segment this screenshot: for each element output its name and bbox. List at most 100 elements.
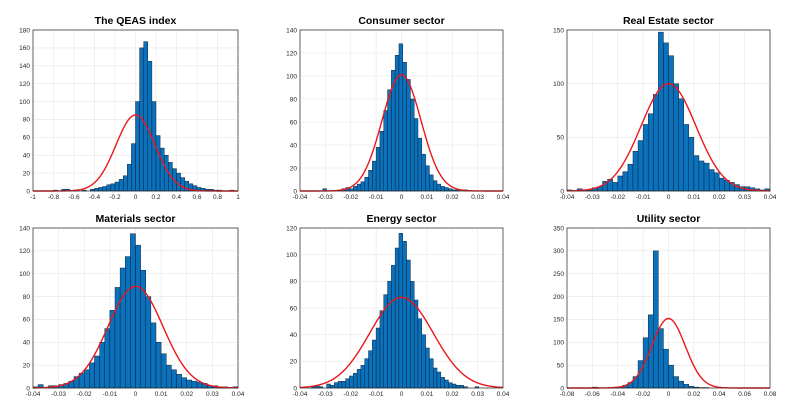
y-tick-label: 100 [19,99,30,106]
x-tick-label: 0.01 [688,194,701,201]
y-tick-label: 200 [553,294,564,301]
histogram-bar [102,186,108,192]
histogram-bar [622,171,629,192]
histogram-bar [436,371,442,389]
histogram-bar [99,342,105,389]
y-tick-label: 0 [293,385,297,392]
y-tick-label: 120 [19,81,30,88]
histogram-bar [326,383,331,389]
histogram-bar [375,147,381,192]
y-tick-label: 20 [23,170,31,177]
histogram-bar [627,163,634,192]
x-tick-label: -0.04 [293,194,308,201]
x-tick-label: -1 [30,194,36,201]
x-tick-label: 0.01 [421,391,434,398]
y-tick-label: 60 [23,135,31,142]
y-tick-label: 100 [19,271,30,278]
x-tick-label: -0.04 [610,391,625,398]
histogram-bar [708,169,715,192]
histogram-bar [375,327,381,389]
histogram-bar [360,365,365,389]
x-tick-label: -0.02 [343,194,358,201]
histogram-bar [429,358,434,389]
y-tick-label: 40 [23,340,31,347]
x-tick-label: -0.03 [51,391,66,398]
panel-materials-sector: -0.04 -0.03 -0.02 -0.01 0 0.01 0.02 0.03 0.04 0 20… [19,213,245,398]
axes-box [299,29,504,192]
histogram-bar [176,374,182,389]
histogram-bar [147,61,153,192]
axes-box [566,29,771,192]
x-tick-label: -0.6 [68,194,80,201]
histogram-bar [678,98,684,192]
histogram-bar [160,353,167,389]
histogram-bar [658,31,664,192]
histogram-bar [444,187,449,192]
histogram-bar [364,176,369,192]
histogram-bar [171,369,177,389]
histogram-bar [180,177,185,192]
x-tick-label: 1 [236,194,240,201]
y-tick-label: 50 [557,362,565,369]
histogram-bar [693,155,700,192]
histogram-bar [110,183,116,192]
y-tick-label: 20 [23,362,31,369]
panel-qeas-index: -1 -0.8 -0.6 -0.4 -0.2 0 0.2 0.4 0.6 0.8 1 0 20 40 60 8… [19,15,240,201]
histogram-bar [155,135,161,192]
panel-real-estate-sector: -0.04 -0.03 -0.02 -0.01 0 0.01 0.02 0.03 0.04 0 50… [553,15,777,201]
histogram-bar [402,61,407,192]
histogram-bar [459,385,464,389]
histogram-bar [413,118,419,192]
y-tick-label: 20 [290,359,298,366]
histogram-bar [94,188,99,192]
histogram-bar [432,367,438,389]
histogram-bar [118,179,124,192]
histogram-bar [713,172,720,192]
histogram-bar [349,375,354,389]
histogram-bar [383,110,388,192]
histogram-bar [98,187,103,192]
histogram-bar [688,137,695,192]
histogram-bar [166,364,172,389]
x-tick-label: -0.8 [48,194,60,201]
y-tick-label: 180 [19,27,30,34]
histogram-bar [89,362,95,389]
histogram-bar [703,162,710,192]
histogram-bar [353,186,358,192]
histogram-bar [668,364,674,389]
histogram-bar [448,188,453,192]
y-tick-label: 0 [26,188,30,195]
x-tick-label: 0.2 [151,194,160,201]
histogram-bar [106,184,112,192]
x-tick-label: 0.03 [738,194,751,201]
panel-energy-sector: -0.04 -0.03 -0.02 -0.01 0 0.01 0.02 0.03 0.04 0 20… [286,213,510,398]
y-tick-label: 80 [290,279,298,286]
histogram-bar [444,379,449,389]
y-tick-label: 60 [290,119,298,126]
histogram-bar [663,348,669,389]
histogram-bar [417,318,423,389]
x-tick-label: 0.04 [497,194,510,201]
histogram-bar [356,183,362,192]
y-tick-label: 250 [553,271,564,278]
histogram-bar [196,382,203,389]
panel-utility-sector: -0.08 -0.06 -0.04 -0.02 0 0.02 0.04 0.06 0.08 0 50… [553,213,777,398]
normal-fit-curve [32,285,239,389]
x-tick-label: 0.08 [764,391,777,398]
x-tick-label: 0.01 [421,194,434,201]
histogram-bar [372,339,377,389]
x-tick-label: 0 [134,391,138,398]
x-tick-label: 0 [667,391,671,398]
x-tick-label: -0.03 [585,194,600,201]
histogram-bar [119,267,126,389]
histogram-bar [406,79,411,192]
x-tick-label: -0.4 [89,194,101,201]
x-tick-label: 0.03 [471,391,484,398]
axes-box [32,29,239,192]
histogram-bar [719,177,725,192]
x-tick-label: -0.08 [560,391,575,398]
histogram-bar [114,181,120,192]
histogram-bar [410,281,415,389]
histogram-bar [122,175,128,192]
